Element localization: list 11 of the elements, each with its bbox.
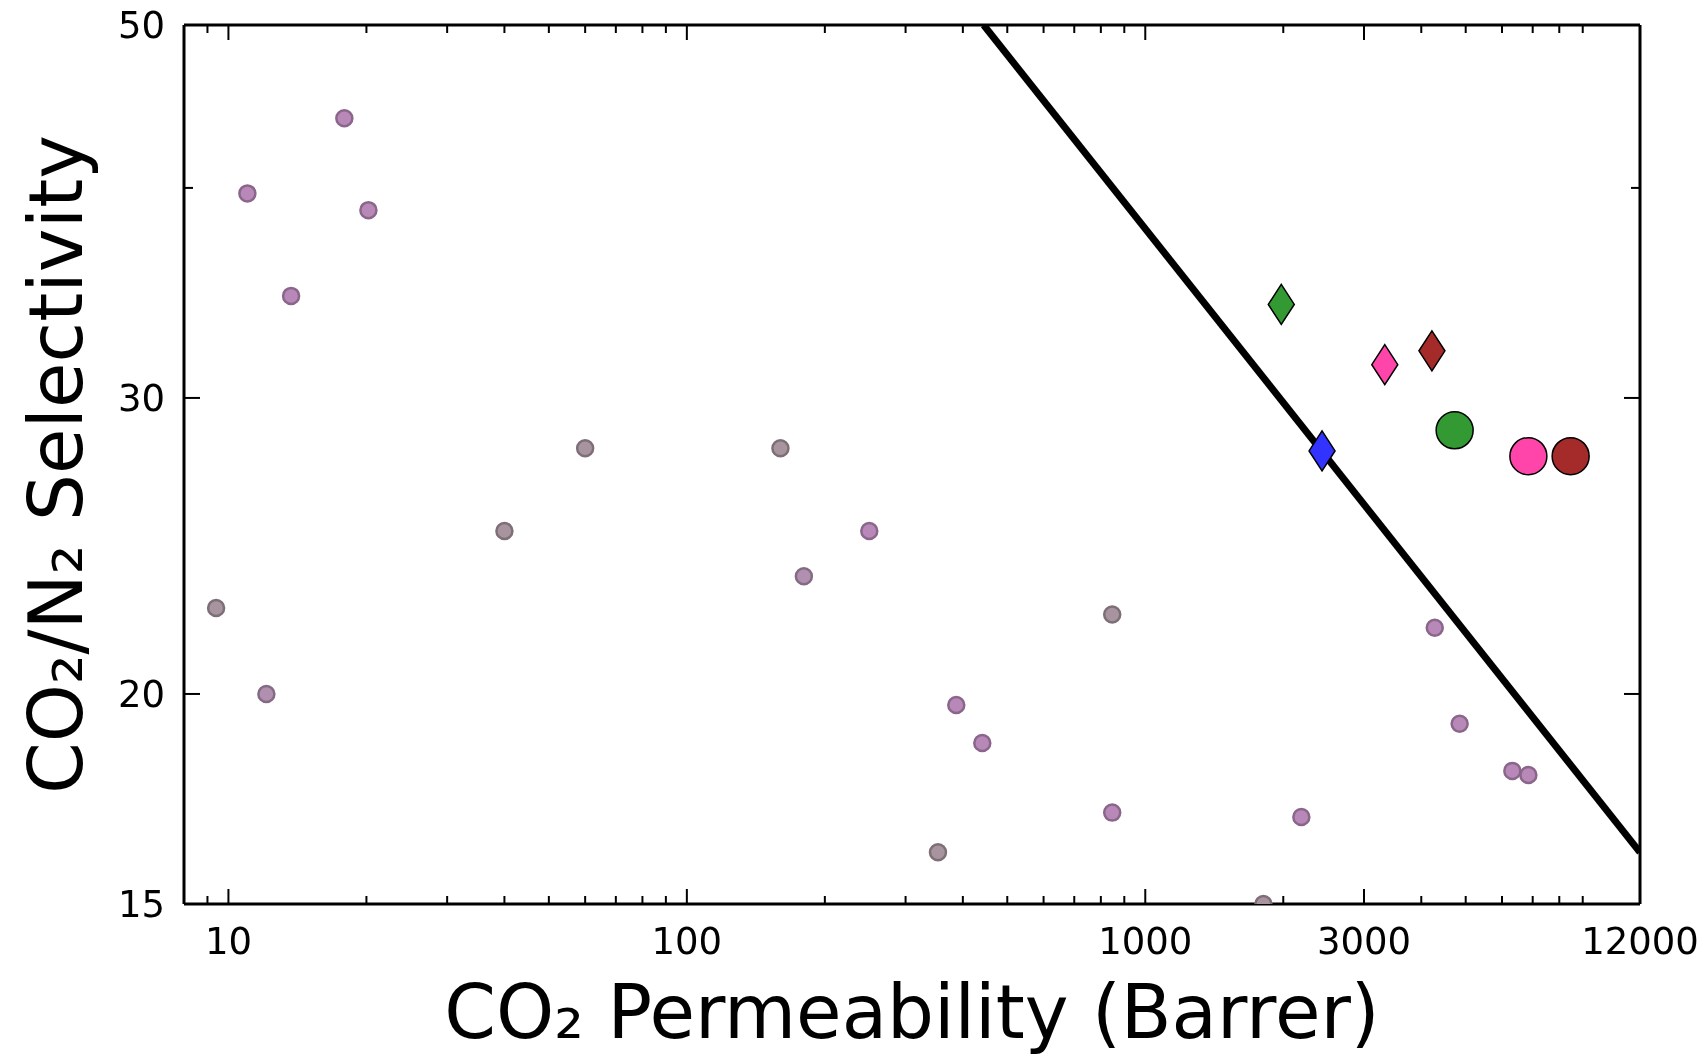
y-tick-label: 30 (117, 376, 165, 420)
y-tick-label: 15 (117, 883, 165, 926)
x-axis-title: CO₂ Permeability (Barrer) (444, 969, 1380, 1055)
x-tick-label: 3000 (1316, 920, 1412, 963)
x-tick-label: 12000 (1581, 920, 1699, 963)
x-tick-label: 1000 (1098, 920, 1193, 963)
y-axis-title: CO₂/N₂ Selectivity (13, 134, 99, 795)
y-tick-label: 50 (117, 4, 165, 47)
x-tick-label: 100 (651, 920, 723, 963)
y-tick-label: 20 (117, 672, 165, 716)
x-tick-label: 10 (204, 920, 252, 963)
